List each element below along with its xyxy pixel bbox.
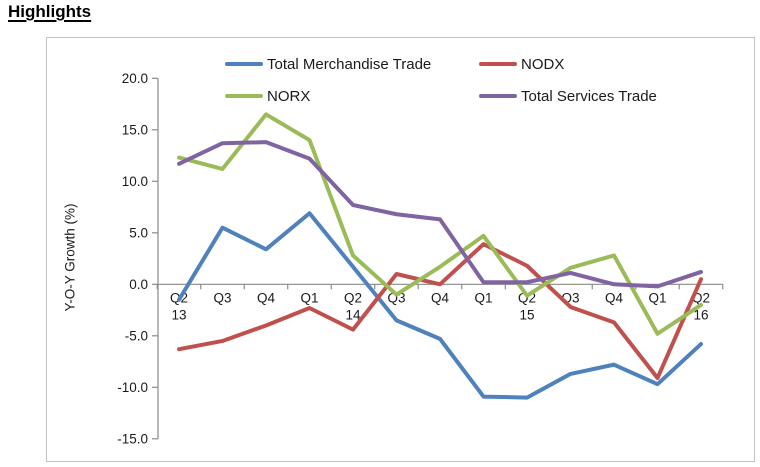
y-axis-tick-label: 10.0: [122, 174, 148, 189]
legend-swatch-norx: [225, 93, 263, 99]
series-line-norx: [177, 112, 703, 336]
chart-svg: 20.0 15.0 10.0 5.0 0.0 -5.0 -10.0 -15.0 Q2 13 Q3 Q4…: [117, 71, 724, 446]
x-axis-tick-label: Q1: [648, 290, 666, 305]
legend-label-total-services-trade: Total Services Trade: [521, 87, 657, 105]
legend-swatch-nodx: [479, 61, 517, 67]
legend-item-total-merchandise-trade: Total Merchandise Trade: [225, 55, 431, 73]
x-axis-year-label: 15: [519, 307, 534, 322]
page-title: Highlights: [8, 2, 92, 21]
x-axis-tick-label: Q2: [344, 290, 362, 305]
y-axis-title: Y-O-Y Growth (%): [62, 203, 78, 312]
y-axis-tick-label: -10.0: [117, 380, 148, 395]
legend-label-total-merchandise-trade: Total Merchandise Trade: [267, 55, 432, 73]
x-axis-year-label: 16: [693, 307, 708, 322]
legend-item-norx: NORX: [225, 87, 310, 105]
x-axis-tick-label: Q1: [300, 290, 318, 305]
legend-label-norx: NORX: [267, 87, 311, 105]
y-axis-tick-label: -15.0: [117, 431, 148, 446]
x-axis-tick-label: Q1: [474, 290, 492, 305]
legend-item-nodx: NODX: [479, 55, 564, 73]
series-line-total-merchandise-trade: [177, 211, 703, 400]
x-axis-tick-label: Q4: [431, 290, 450, 305]
legend-swatch-total-services-trade: [479, 93, 517, 99]
x-axis-year-label: 13: [171, 307, 186, 322]
x-axis-tick-label: Q4: [257, 290, 276, 305]
x-axis-tick-label: Q4: [605, 290, 624, 305]
y-axis-tick-label: 15.0: [122, 122, 148, 137]
y-axis-tick-label: 0.0: [129, 277, 148, 292]
legend-swatch-total-merchandise-trade: [225, 61, 263, 67]
legend-label-nodx: NODX: [521, 55, 565, 73]
x-axis-tick-label: Q3: [213, 290, 231, 305]
y-axis-tick-label: 20.0: [122, 71, 148, 86]
legend-item-total-services-trade: Total Services Trade: [479, 87, 657, 105]
series-line-total-services-trade: [177, 140, 703, 289]
y-axis-tick-label: 5.0: [129, 225, 148, 240]
x-axis-year-label: 14: [345, 307, 361, 322]
chart-box: 20.0 15.0 10.0 5.0 0.0 -5.0 -10.0 -15.0 Q2 13 Q3 Q4…: [46, 37, 755, 462]
series-line-nodx: [177, 242, 703, 381]
y-axis-tick-label: -5.0: [125, 328, 148, 343]
